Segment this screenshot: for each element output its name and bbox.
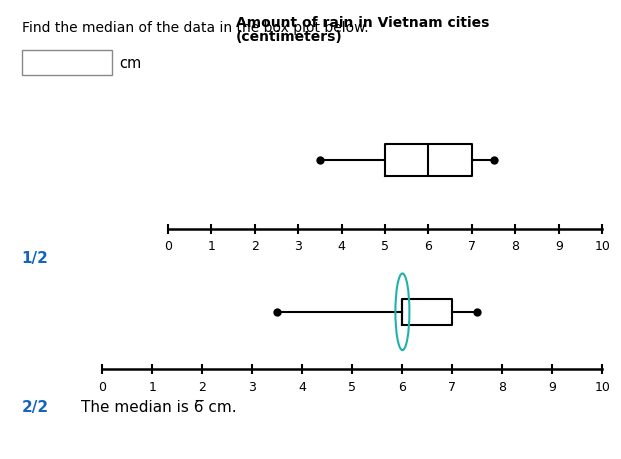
Text: The median is 6̅ cm.: The median is 6̅ cm.	[81, 399, 237, 414]
X-axis label: Amount of rain in Vietnam cities
(centimeters): Amount of rain in Vietnam cities (centim…	[284, 257, 486, 285]
Text: 1/2: 1/2	[22, 250, 48, 265]
Text: 2/2: 2/2	[22, 399, 49, 414]
Text: Amount of rain in Vietnam cities: Amount of rain in Vietnam cities	[236, 16, 489, 30]
Text: Find the median of the data in the box plot below.: Find the median of the data in the box p…	[22, 21, 368, 34]
Text: cm: cm	[119, 56, 142, 71]
Text: 6: 6	[27, 56, 36, 71]
Text: (centimeters): (centimeters)	[236, 30, 343, 44]
